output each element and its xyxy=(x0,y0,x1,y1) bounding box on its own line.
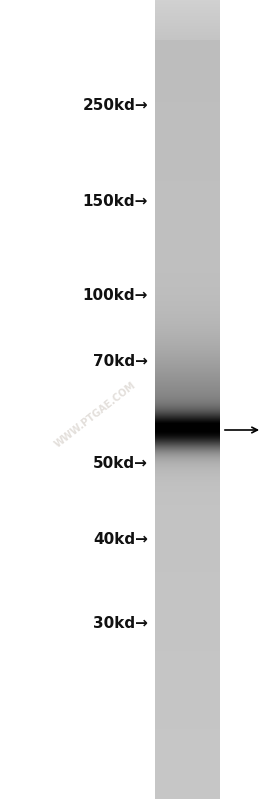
Text: 150kd→: 150kd→ xyxy=(83,194,148,209)
Text: WWW.PTGAE.COM: WWW.PTGAE.COM xyxy=(52,380,137,450)
Text: 30kd→: 30kd→ xyxy=(93,615,148,630)
Text: 40kd→: 40kd→ xyxy=(93,531,148,547)
Text: 250kd→: 250kd→ xyxy=(82,98,148,113)
Text: 100kd→: 100kd→ xyxy=(83,288,148,303)
Text: 70kd→: 70kd→ xyxy=(93,355,148,369)
Text: 50kd→: 50kd→ xyxy=(93,455,148,471)
